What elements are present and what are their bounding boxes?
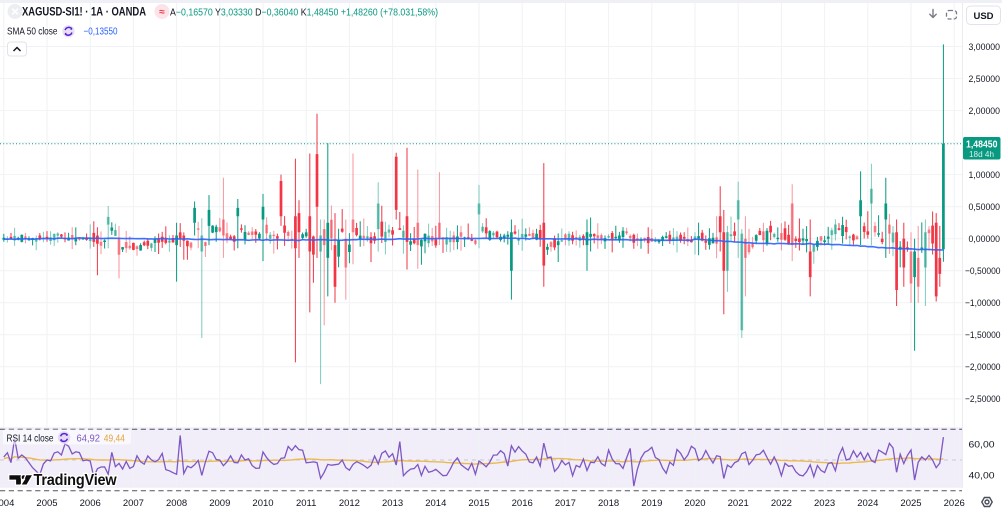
svg-text:2,00000: 2,00000 [969,106,1001,117]
svg-text:2019: 2019 [641,498,662,509]
svg-text:−1,50000: −1,50000 [965,330,1001,341]
svg-text:2004: 2004 [0,498,14,509]
svg-text:2008: 2008 [166,498,187,509]
svg-text:3,00000: 3,00000 [969,42,1001,53]
svg-text:2020: 2020 [684,498,705,509]
svg-text:2018: 2018 [598,498,619,509]
svg-text:40,00: 40,00 [969,471,995,482]
svg-text:USD: USD [973,11,993,22]
svg-text:2024: 2024 [857,498,878,509]
svg-text:1,00000: 1,00000 [969,170,1001,181]
svg-text:2015: 2015 [468,498,489,509]
svg-text:−1,00000: −1,00000 [965,298,1001,309]
svg-text:2011: 2011 [296,498,316,509]
svg-text:2009: 2009 [209,498,230,509]
svg-text:2006: 2006 [80,498,101,509]
svg-text:2026: 2026 [944,498,965,509]
svg-text:2016: 2016 [512,498,533,509]
svg-text:2010: 2010 [252,498,273,509]
svg-text:−2,50000: −2,50000 [965,394,1001,405]
svg-text:2025: 2025 [900,498,921,509]
svg-text:64,92: 64,92 [77,433,101,444]
svg-text:60,00: 60,00 [969,440,995,451]
svg-text:2007: 2007 [123,498,144,509]
svg-text:≈: ≈ [159,7,165,18]
svg-text:2012: 2012 [339,498,360,509]
svg-text:2023: 2023 [814,498,835,509]
svg-text:2,50000: 2,50000 [969,74,1001,85]
svg-text:2017: 2017 [555,498,576,509]
svg-text:XAGUSD-SI1! · 1A · OANDA: XAGUSD-SI1! · 1A · OANDA [22,7,146,19]
svg-text:2005: 2005 [36,498,57,509]
svg-text:2022: 2022 [771,498,792,509]
svg-text:1,48450: 1,48450 [966,139,998,151]
svg-text:TradingView: TradingView [34,472,118,489]
svg-text:−0,13550: −0,13550 [84,27,118,38]
svg-text:0,50000: 0,50000 [969,202,1001,213]
svg-text:0,00000: 0,00000 [969,234,1001,245]
svg-text:A−0,16570 Y3,03330 D−0,36040 K: A−0,16570 Y3,03330 D−0,36040 K1,48450 +1… [170,7,438,18]
svg-text:−0,50000: −0,50000 [965,266,1001,277]
svg-text:49,44: 49,44 [104,433,125,444]
svg-text:18d 4h: 18d 4h [969,149,994,159]
svg-text:2021: 2021 [728,498,749,509]
svg-text:RSI 14 close: RSI 14 close [7,433,54,444]
svg-text:−2,00000: −2,00000 [965,362,1001,373]
svg-text:SMA 50 close: SMA 50 close [7,27,58,38]
svg-text:2013: 2013 [382,498,403,509]
svg-text:2014: 2014 [425,498,446,509]
